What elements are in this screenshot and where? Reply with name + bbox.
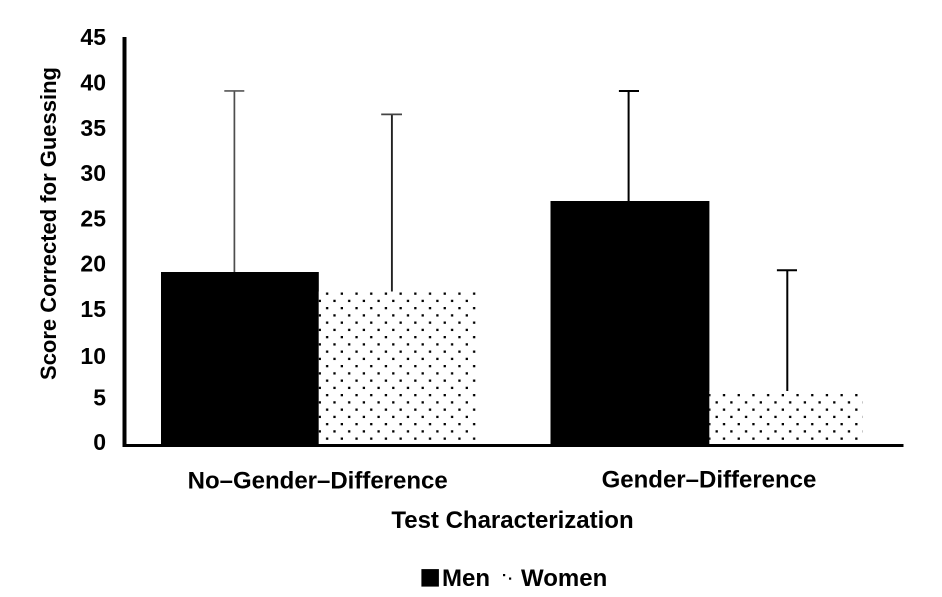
svg-text:No–Gender–Difference: No–Gender–Difference xyxy=(188,468,448,495)
svg-text:Test Characterization: Test Characterization xyxy=(391,507,633,534)
svg-text:Gender–Difference: Gender–Difference xyxy=(602,467,817,494)
svg-text:30: 30 xyxy=(80,160,106,186)
svg-text:0: 0 xyxy=(93,429,106,455)
svg-text:Women: Women xyxy=(521,565,607,592)
svg-text:40: 40 xyxy=(80,70,106,96)
svg-text:5: 5 xyxy=(93,385,106,411)
svg-text:20: 20 xyxy=(80,251,106,277)
svg-text:25: 25 xyxy=(80,205,106,231)
svg-text:10: 10 xyxy=(80,343,106,369)
svg-text:Score Corrected for Guessing: Score Corrected for Guessing xyxy=(36,67,61,380)
svg-text:35: 35 xyxy=(80,115,106,141)
svg-text:Men: Men xyxy=(442,565,490,592)
svg-text:15: 15 xyxy=(80,296,106,322)
svg-text:45: 45 xyxy=(80,24,106,50)
